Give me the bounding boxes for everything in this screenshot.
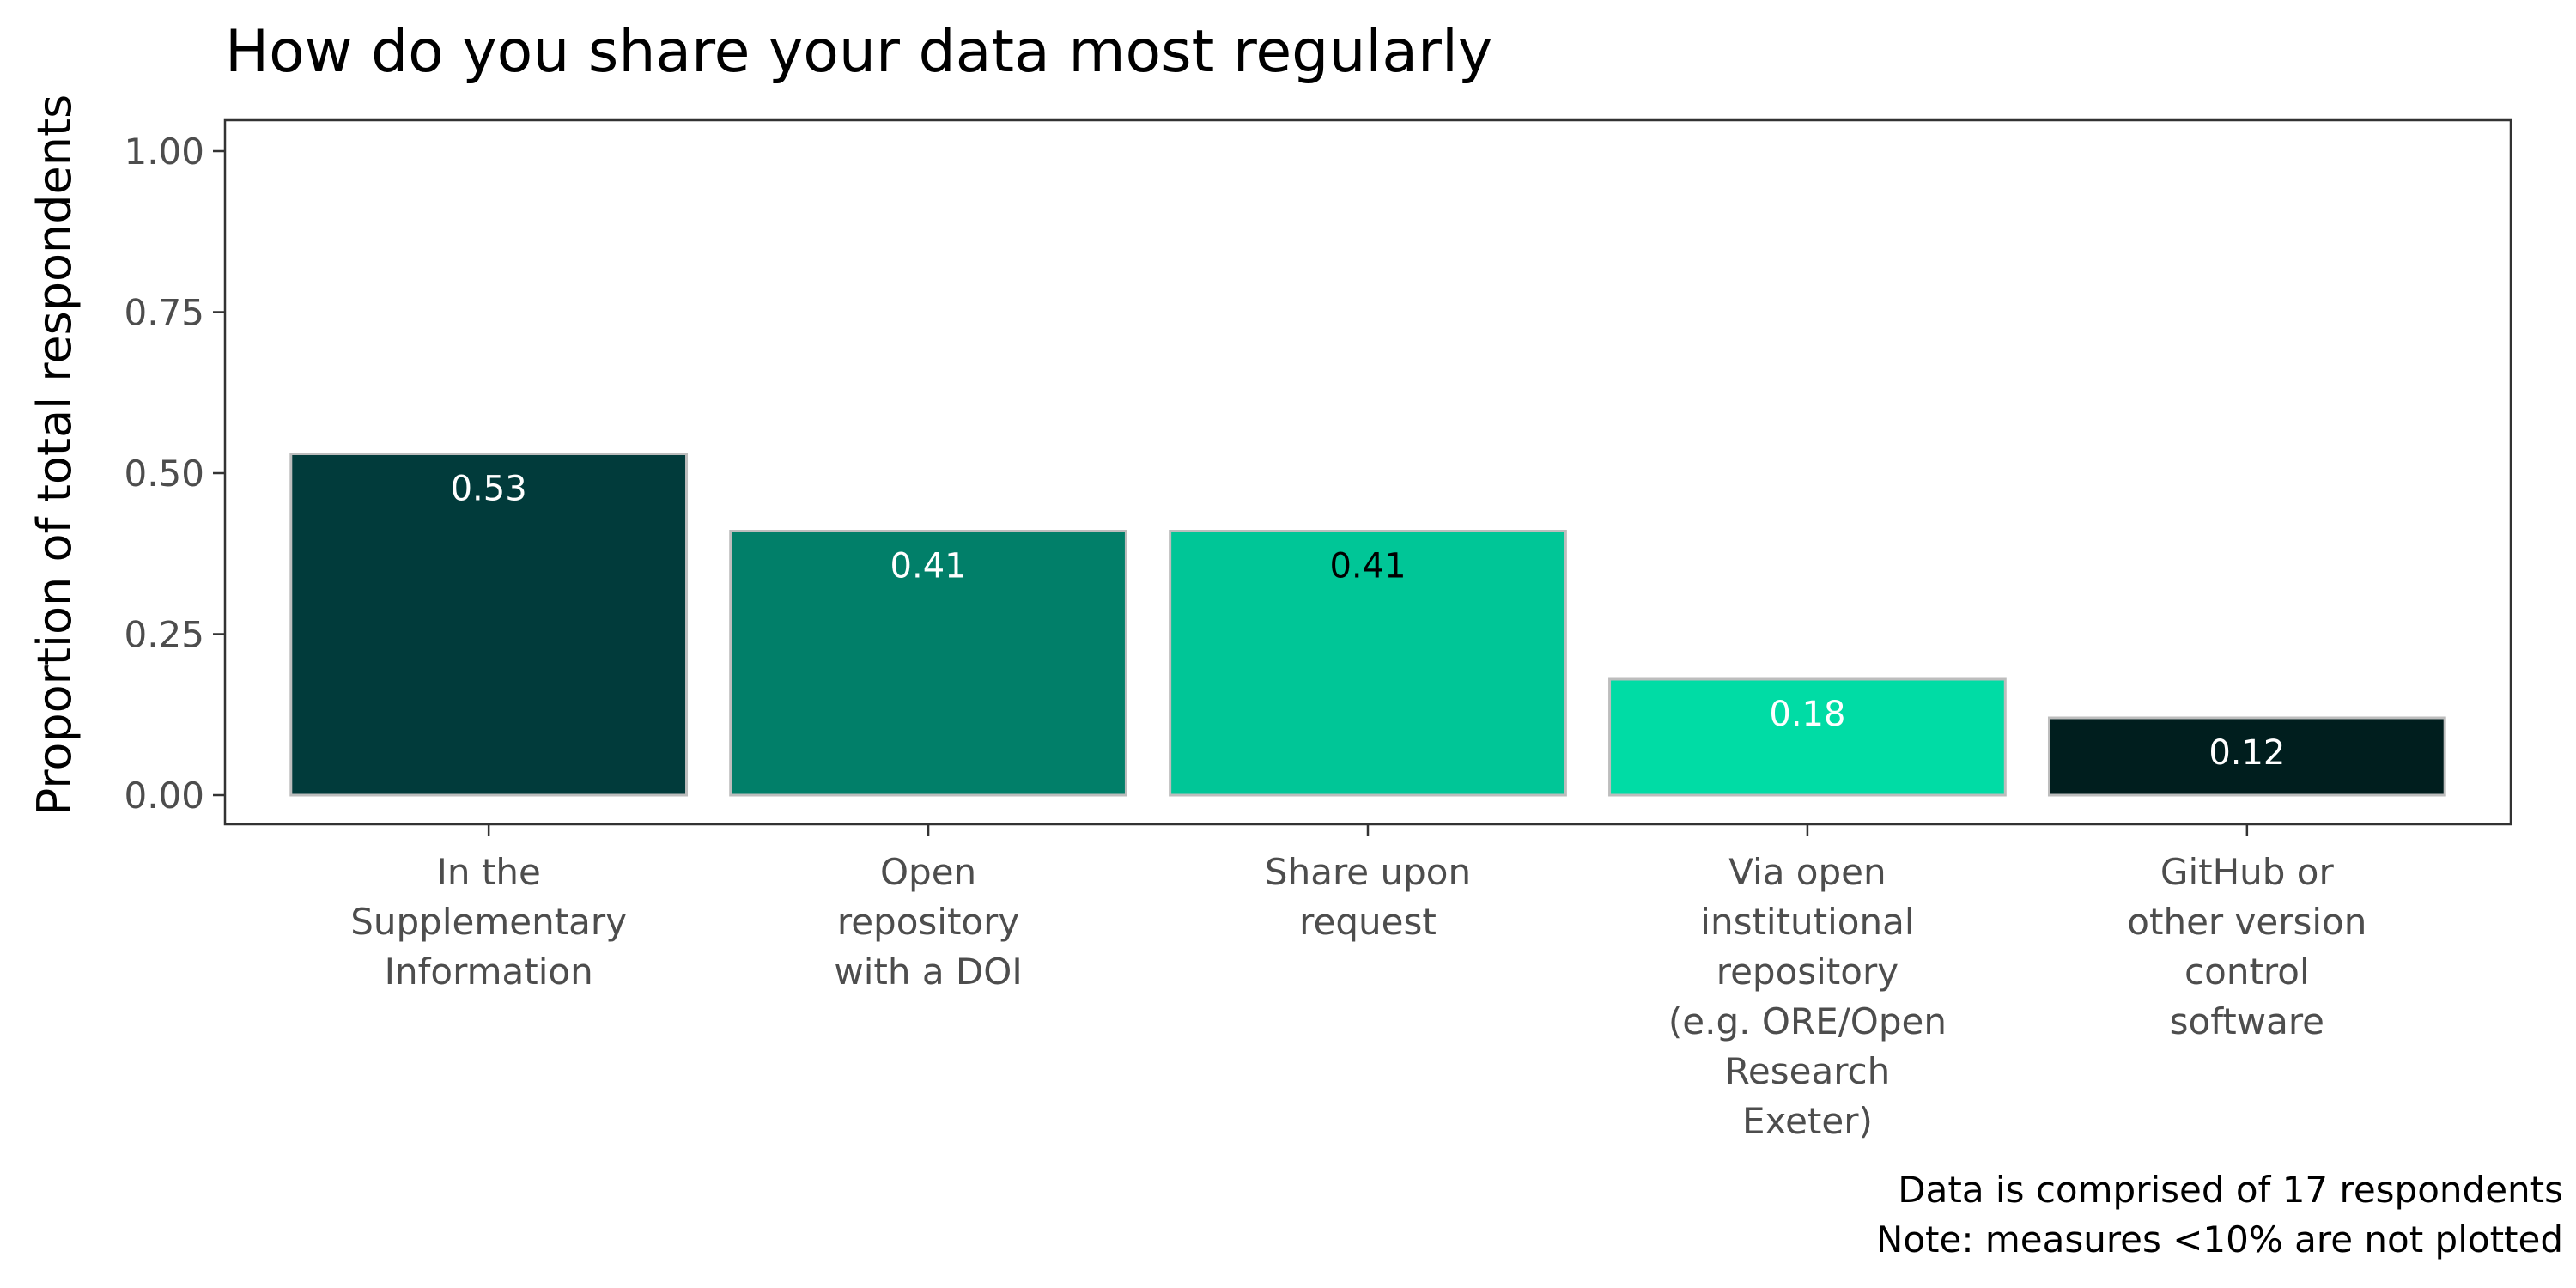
bar-value-label: 0.41 — [1329, 547, 1406, 586]
x-category-label-line: Share upon — [1265, 851, 1471, 893]
bar — [1608, 677, 2007, 797]
x-category-label-line: institutional — [1700, 901, 1914, 943]
caption-line: Note: measures <10% are not plotted — [1876, 1218, 2563, 1261]
x-category-label-line: repository — [1716, 951, 1899, 993]
x-category-label-line: Research — [1725, 1050, 1891, 1092]
x-category-label-line: Information — [385, 951, 593, 993]
bar-value-label: 0.12 — [2208, 733, 2285, 773]
y-axis-label: Proportion of total respondents — [27, 94, 82, 817]
caption: Data is comprised of 17 respondents Note:… — [1876, 1169, 2563, 1261]
x-axis: In the Supplementary Information Open reposi… — [350, 824, 2366, 1142]
bar-value-label: 0.53 — [451, 470, 527, 509]
bar — [289, 453, 689, 797]
chart-title: How do you share your data most regularl… — [225, 18, 1492, 86]
x-category-label-line: Open — [880, 851, 976, 893]
bar-value-label: 0.18 — [1769, 695, 1845, 734]
x-category-label-line: with a DOI — [834, 951, 1022, 993]
x-category-label: Share upon request — [1265, 851, 1471, 943]
y-tick-label: 0.25 — [124, 614, 204, 656]
bar — [1169, 530, 1567, 797]
x-category-label: GitHub or other version control software — [2127, 851, 2366, 1042]
data-labels: 0.53 0.41 0.41 0.18 0.12 — [451, 470, 2286, 774]
x-category-label-line: request — [1299, 901, 1437, 943]
x-category-label: Via open institutional repository (e.g. ORE… — [1668, 851, 1947, 1142]
bar-value-label: 0.41 — [890, 547, 967, 586]
x-category-label-line: control — [2184, 951, 2310, 993]
y-tick-label: 0.00 — [124, 775, 204, 817]
y-axis: 0.00 0.25 0.50 0.75 1.00 — [124, 131, 225, 817]
y-tick-label: 1.00 — [124, 131, 204, 173]
x-category-label-line: Supplementary — [350, 901, 627, 943]
x-category-label: In the Supplementary Information — [350, 851, 627, 993]
bar — [2047, 716, 2446, 797]
bar — [729, 530, 1127, 797]
x-category-label-line: repository — [837, 901, 1019, 943]
y-tick-label: 0.75 — [124, 292, 204, 334]
x-category-label-line: software — [2170, 1000, 2324, 1042]
y-tick-label: 0.50 — [124, 453, 204, 495]
caption-line: Data is comprised of 17 respondents — [1898, 1169, 2563, 1211]
x-category-label-line: In the — [437, 851, 541, 893]
x-category-label-line: Via open — [1728, 851, 1886, 893]
x-category-label-line: other version — [2127, 901, 2366, 943]
bars — [289, 453, 2446, 797]
x-category-label-line: (e.g. ORE/Open — [1668, 1000, 1947, 1042]
x-category-label-line: GitHub or — [2160, 851, 2335, 893]
x-category-label-line: Exeter) — [1742, 1100, 1873, 1142]
x-category-label: Open repository with a DOI — [834, 851, 1022, 993]
